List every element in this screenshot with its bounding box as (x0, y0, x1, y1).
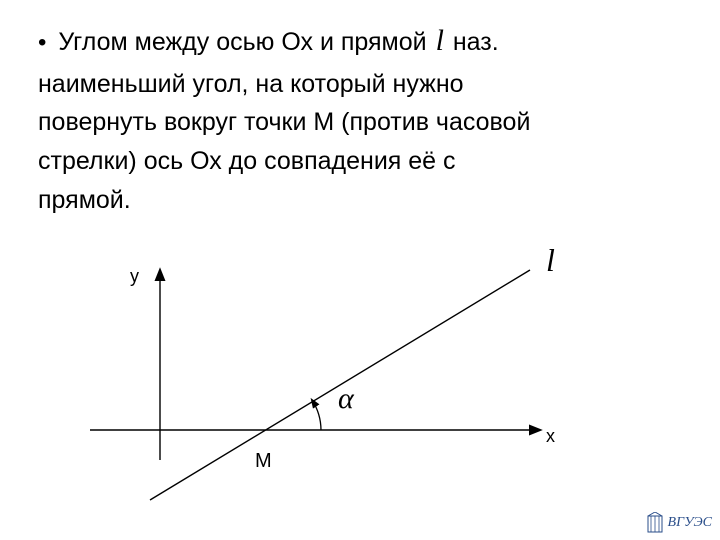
line-l-label: l (546, 242, 555, 279)
x-axis-label: х (546, 426, 555, 447)
line3: повернуть вокруг точки М (против часовой (38, 103, 680, 142)
line1-pre: Углом между осью Ох и прямой (58, 28, 433, 56)
y-axis-label: у (130, 266, 139, 287)
angle-diagram: у х М α l (60, 260, 620, 520)
slide: { "text": { "line1_pre": "Углом между ос… (0, 0, 720, 540)
line1: Углом между осью Ох и прямой l наз. (58, 18, 498, 65)
angle-arc (312, 400, 321, 430)
line1-post: наз. (446, 28, 499, 56)
logo-icon (646, 512, 664, 534)
line1-l-symbol: l (434, 24, 446, 57)
bullet-dot: • (38, 25, 46, 61)
line5: прямой. (38, 181, 680, 220)
definition-text: • Углом между осью Ох и прямой l наз. на… (38, 18, 680, 220)
logo: ВГУЭС (646, 512, 712, 534)
alpha-label: α (338, 382, 354, 416)
line4: стрелки) ось Ох до совпадения её с (38, 142, 680, 181)
logo-text: ВГУЭС (668, 515, 712, 531)
bullet-row: • Углом между осью Ох и прямой l наз. (38, 18, 680, 65)
point-M-label: М (255, 450, 272, 473)
line2: наименьший угол, на который нужно (38, 65, 680, 104)
